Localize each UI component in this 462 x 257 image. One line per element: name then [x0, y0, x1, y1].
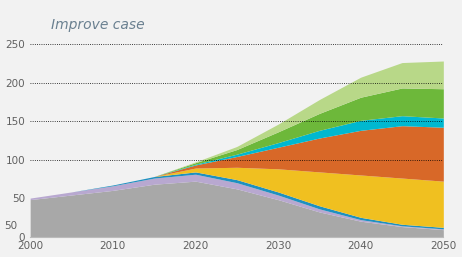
Text: Improve case: Improve case	[51, 18, 145, 32]
Text: 50: 50	[5, 221, 18, 231]
